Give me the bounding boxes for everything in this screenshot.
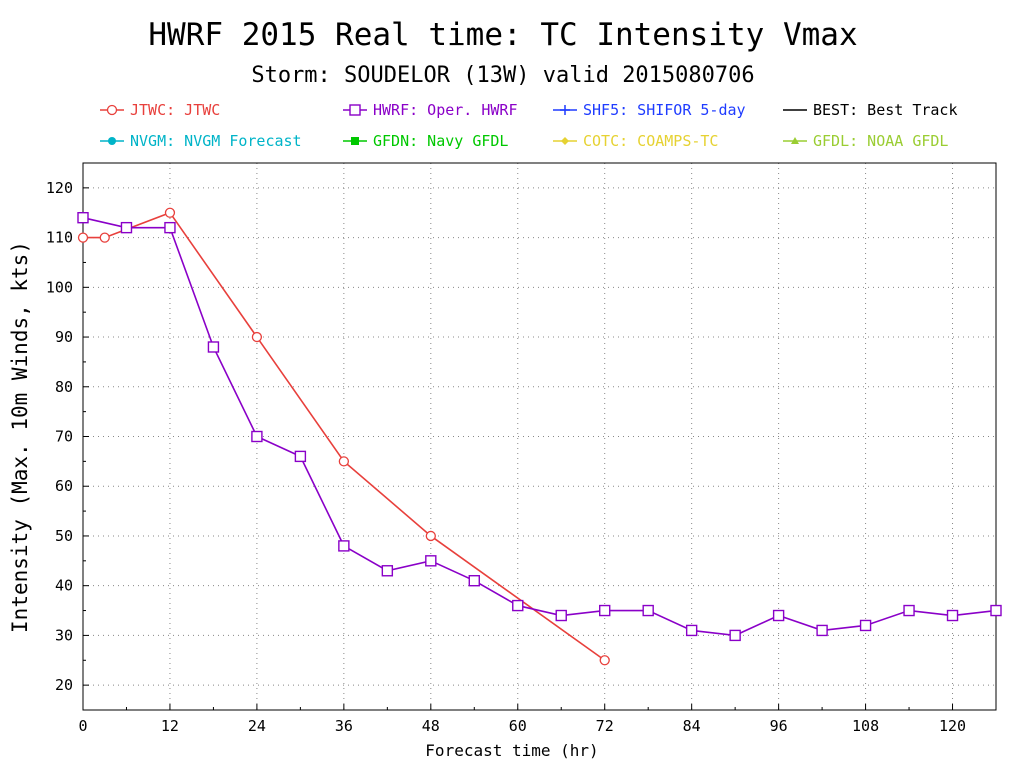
- legend-item: GFDL: NOAA GFDL: [783, 132, 948, 150]
- x-tick-label: 120: [939, 717, 966, 735]
- x-tick-label: 108: [852, 717, 879, 735]
- data-point: [381, 565, 394, 577]
- data-point: [251, 331, 263, 343]
- data-point: [251, 430, 263, 443]
- y-tick-label: 70: [55, 428, 73, 446]
- data-point: [207, 341, 220, 353]
- legend-label: SHF5: SHIFOR 5-day: [583, 101, 746, 119]
- y-tick-label: 110: [46, 229, 73, 247]
- data-point: [859, 619, 872, 632]
- y-tick-label: 40: [55, 577, 73, 595]
- data-point: [642, 604, 654, 617]
- x-axis-label: Forecast time (hr): [425, 741, 598, 760]
- legend-item: GFDN: Navy GFDL: [343, 132, 508, 150]
- data-point: [99, 232, 110, 243]
- data-point: [77, 232, 89, 243]
- legend-label: GFDN: Navy GFDL: [373, 132, 508, 150]
- data-point: [120, 221, 133, 234]
- legend-marker: [560, 105, 570, 115]
- legend-item: COTC: COAMPS-TC: [553, 132, 718, 150]
- data-point: [555, 609, 567, 622]
- axis-ticks: 20 30 40 50 60 70 80 90 100 110 120 0 12 24 36 48 60 72 84…: [46, 179, 966, 735]
- data-point: [599, 604, 611, 617]
- data-point: [729, 629, 741, 642]
- data-point: [903, 604, 915, 617]
- data-point: [425, 555, 437, 567]
- data-point: [294, 450, 307, 463]
- x-tick-label: 48: [422, 717, 440, 735]
- series: [77, 211, 1002, 642]
- grid: [83, 163, 996, 710]
- data-point: [425, 530, 436, 542]
- legend: JTWC: JTWC HWRF: Oper. HWRF SHF5: SHIFOR 5…: [100, 101, 958, 150]
- series: [77, 207, 610, 666]
- y-tick-label: 20: [55, 676, 73, 694]
- legend-marker: [108, 137, 116, 145]
- data-point: [164, 207, 176, 218]
- x-tick-label: 84: [683, 717, 701, 735]
- x-tick-label: 24: [248, 717, 266, 735]
- legend-label: HWRF: Oper. HWRF: [373, 101, 518, 119]
- legend-marker: [351, 137, 359, 145]
- data-point: [468, 575, 480, 587]
- data-point: [512, 599, 524, 612]
- y-axis-label: Intensity (Max. 10m Winds, kts): [8, 241, 32, 633]
- series-line: [82, 216, 997, 637]
- legend-item: BEST: Best Track: [783, 101, 958, 119]
- x-tick-label: 96: [770, 717, 788, 735]
- x-tick-label: 36: [335, 717, 353, 735]
- chart-title: HWRF 2015 Real time: TC Intensity Vmax: [148, 17, 857, 53]
- x-tick-label: 72: [596, 717, 614, 735]
- x-tick-label: 60: [509, 717, 527, 735]
- data-point: [77, 211, 89, 224]
- legend-label: GFDL: NOAA GFDL: [813, 132, 948, 150]
- data-point: [338, 540, 350, 552]
- series-layer: [77, 207, 1002, 666]
- legend-item: NVGM: NVGM Forecast: [100, 132, 302, 150]
- data-point: [164, 221, 176, 234]
- x-tick-label: 12: [161, 717, 179, 735]
- data-point: [685, 624, 698, 637]
- x-tick-label: 0: [78, 717, 87, 735]
- plot-frame: [82, 162, 997, 711]
- legend-item: JTWC: JTWC: [100, 101, 220, 119]
- legend-item: SHF5: SHIFOR 5-day: [553, 101, 746, 119]
- legend-marker: [561, 137, 569, 145]
- y-tick-label: 50: [55, 527, 73, 545]
- data-point: [990, 604, 1002, 617]
- data-point: [816, 624, 828, 637]
- legend-label: BEST: Best Track: [813, 101, 958, 119]
- data-point: [338, 456, 350, 467]
- data-point: [599, 655, 610, 666]
- y-tick-label: 80: [55, 378, 73, 396]
- legend-item: HWRF: Oper. HWRF: [343, 101, 518, 119]
- y-tick-label: 120: [46, 179, 73, 197]
- legend-marker: [791, 137, 799, 144]
- legend-label: COTC: COAMPS-TC: [583, 132, 718, 150]
- y-tick-label: 100: [46, 278, 73, 296]
- legend-marker: [106, 104, 118, 116]
- data-point: [946, 609, 959, 622]
- chart-subtitle: Storm: SOUDELOR (13W) valid 2015080706: [251, 63, 754, 88]
- legend-label: JTWC: JTWC: [130, 101, 220, 119]
- data-point: [772, 609, 785, 622]
- legend-label: NVGM: NVGM Forecast: [130, 132, 302, 150]
- y-tick-label: 90: [55, 328, 73, 346]
- y-tick-label: 30: [55, 626, 73, 644]
- y-tick-label: 60: [55, 477, 73, 495]
- legend-marker: [349, 104, 361, 116]
